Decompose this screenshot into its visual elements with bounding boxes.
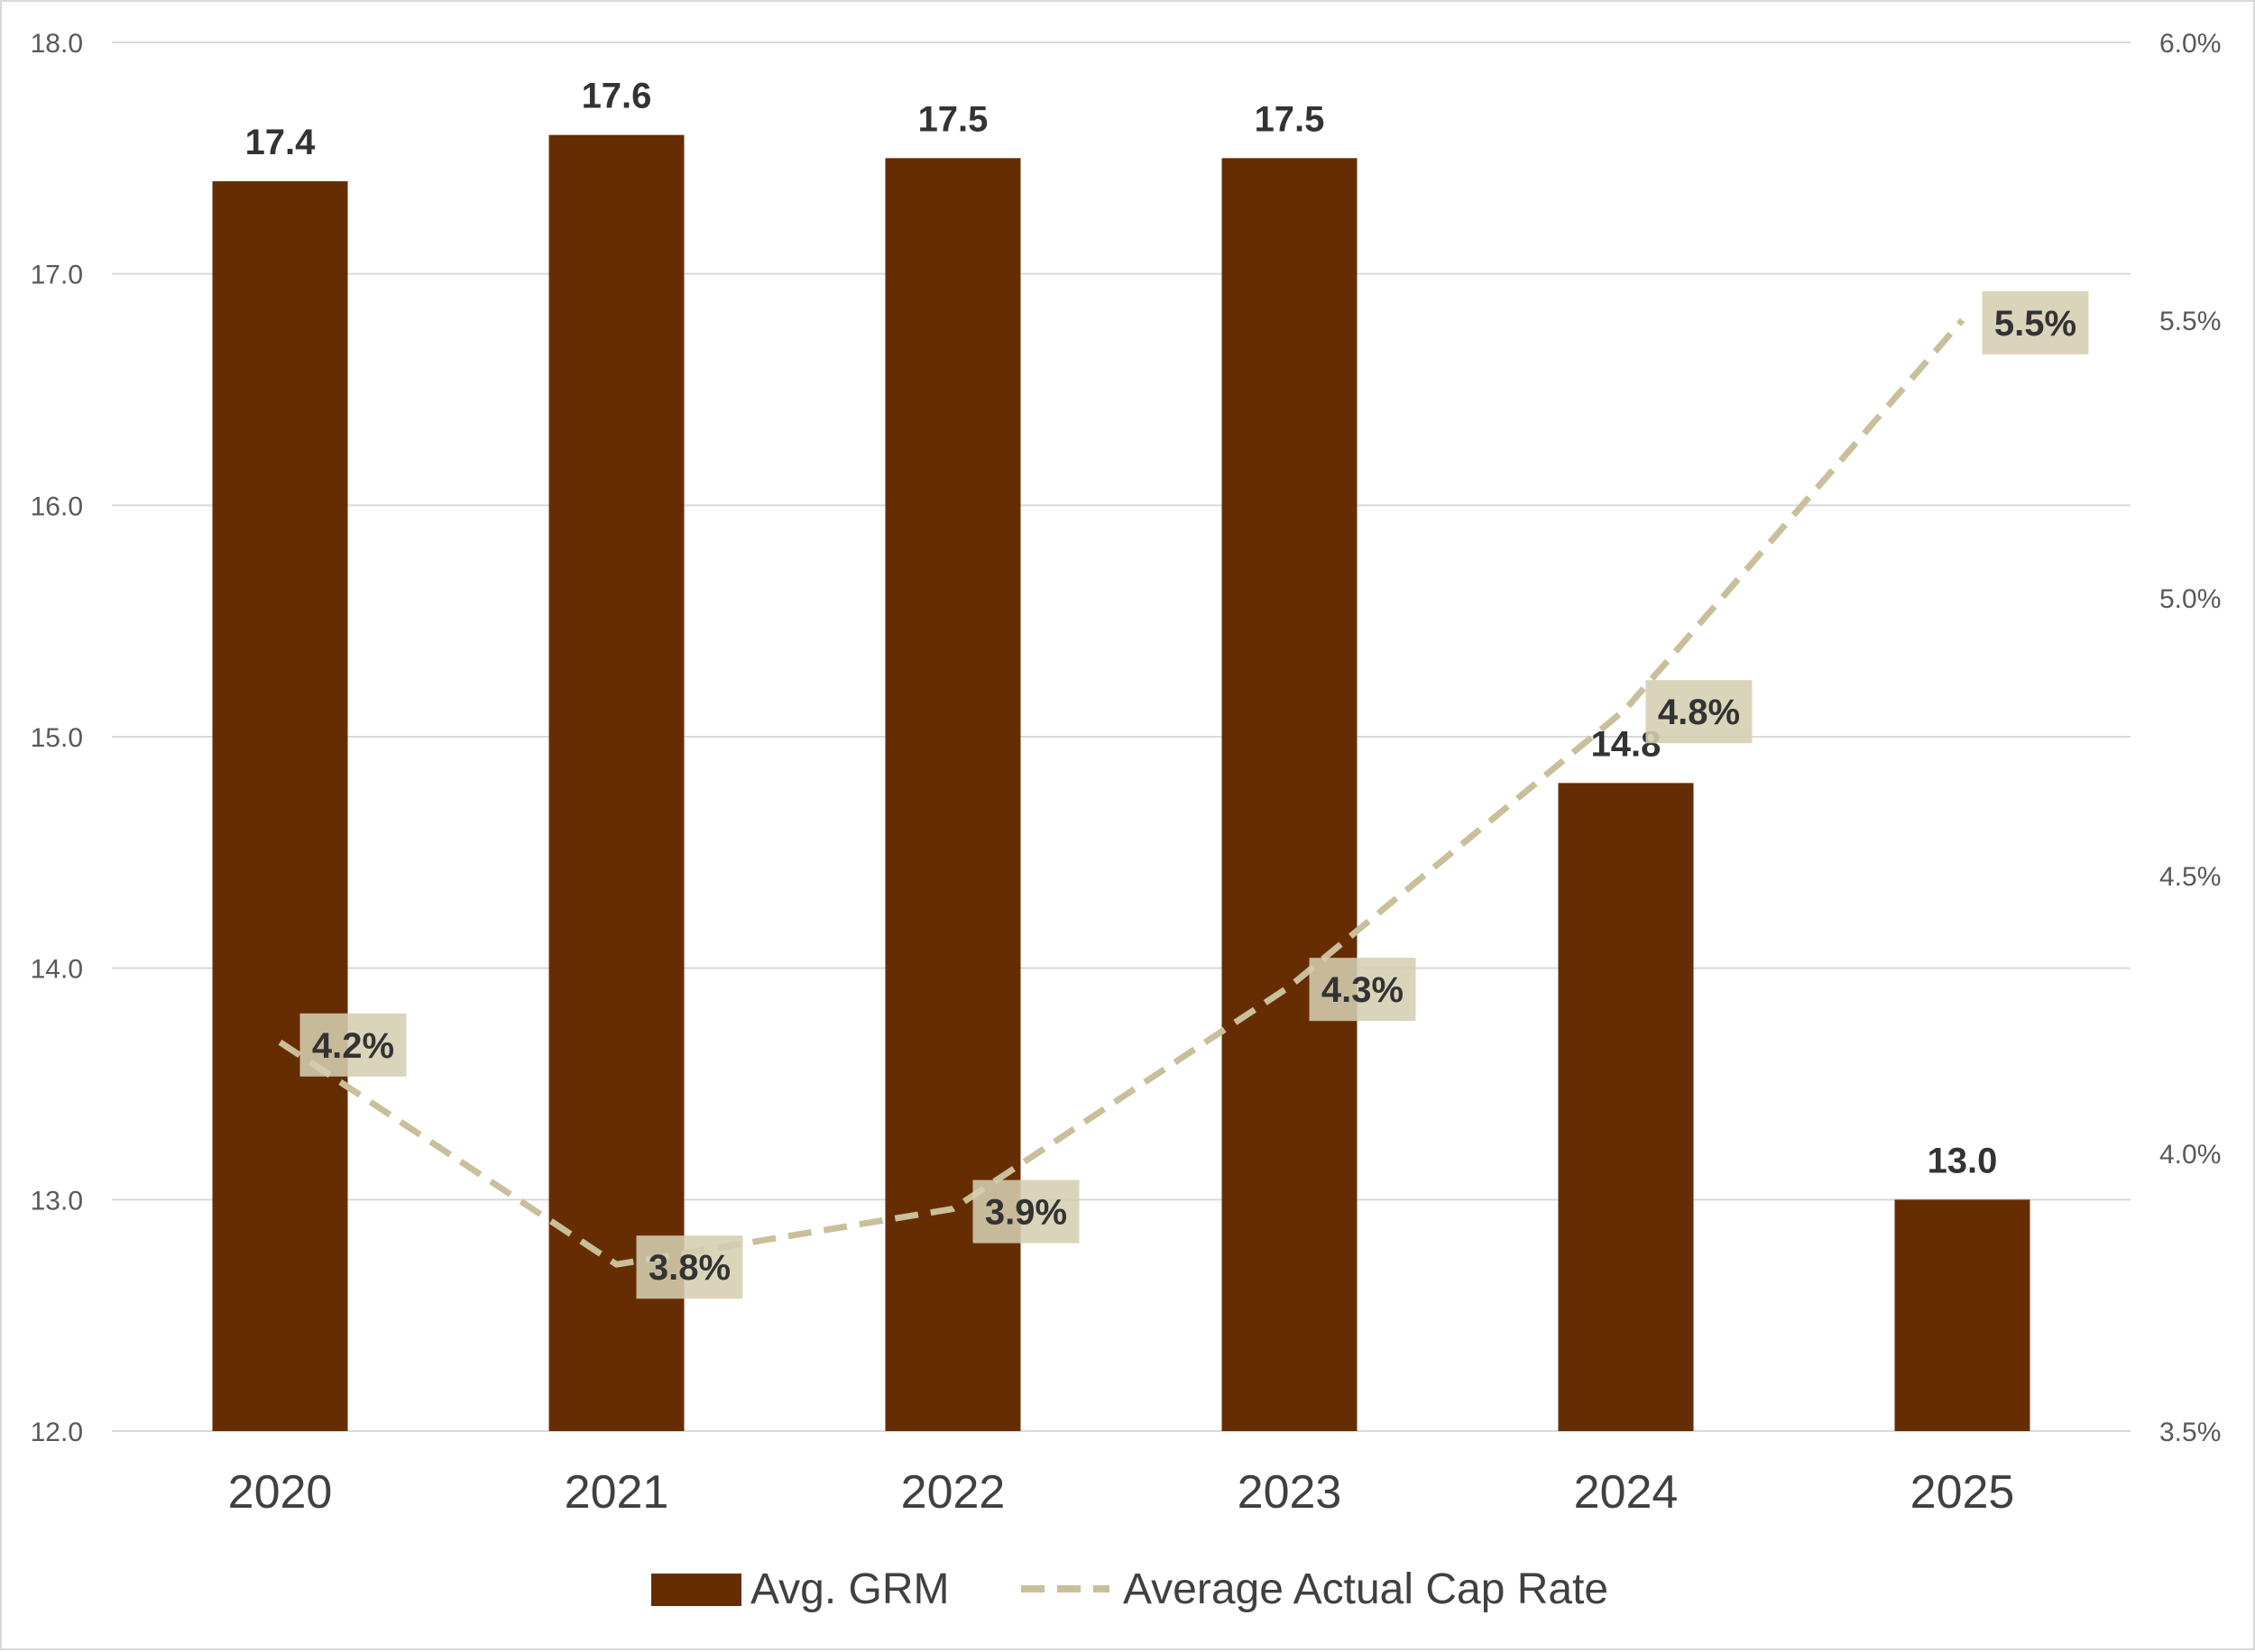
bar-2024 xyxy=(1558,783,1694,1431)
line-label-box xyxy=(1645,680,1753,744)
right-tick-label: 5.5% xyxy=(2159,307,2221,336)
line-series xyxy=(278,317,1965,1268)
right-tick-label: 3.5% xyxy=(2159,1418,2221,1447)
x-tick-label: 2022 xyxy=(901,1466,1006,1519)
left-tick-label: 13.0 xyxy=(31,1186,83,1216)
bar-2021 xyxy=(548,134,685,1432)
left-axis: 12.0 13.0 14.0 15.0 16.0 17.0 18.0 xyxy=(31,29,83,1447)
right-tick-label: 4.0% xyxy=(2159,1140,2221,1170)
x-tick-label: 2025 xyxy=(1910,1466,2015,1519)
line-label-box xyxy=(972,1179,1080,1244)
bar-2023 xyxy=(1221,158,1358,1431)
left-tick-label: 14.0 xyxy=(31,955,83,985)
line-label-box xyxy=(1309,958,1416,1022)
bar-value-label: 17.5 xyxy=(1255,99,1325,139)
left-tick-label: 18.0 xyxy=(31,29,83,59)
line-value-label: 4.2% xyxy=(312,1026,394,1066)
bar-2020 xyxy=(212,181,348,1431)
line-label-box xyxy=(636,1235,743,1299)
x-tick-label: 2023 xyxy=(1238,1466,1342,1519)
bar-data-labels: 17.417.617.5 17.514.813.0 xyxy=(245,77,1998,1181)
bar-value-label: 17.6 xyxy=(582,77,652,116)
bar-value-label: 17.5 xyxy=(918,99,989,139)
legend: Avg. GRM Average Actual Cap Rate xyxy=(651,1565,1608,1613)
x-tick-label: 2020 xyxy=(228,1466,333,1519)
bar-2025 xyxy=(1894,1199,2030,1431)
line-value-label: 3.8% xyxy=(649,1248,731,1288)
line-value-label: 4.8% xyxy=(1658,693,1740,732)
legend-swatch-avg-grm xyxy=(651,1574,741,1606)
legend-label-avg-grm: Avg. GRM xyxy=(750,1565,950,1613)
line-value-label: 5.5% xyxy=(1994,304,2076,344)
line-data-labels: 4.2% 3.8% 3.9% 4.3% 4.8% 5.5% xyxy=(299,291,2089,1299)
left-tick-label: 12.0 xyxy=(31,1418,83,1447)
right-tick-label: 4.5% xyxy=(2159,862,2221,892)
left-tick-label: 17.0 xyxy=(31,261,83,290)
line-label-box xyxy=(299,1013,407,1077)
legend-label-cap-rate: Average Actual Cap Rate xyxy=(1123,1565,1608,1613)
line-value-label: 4.3% xyxy=(1321,970,1404,1010)
right-axis: 3.5% 4.0% 4.5% 5.0% 5.5% 6.0% xyxy=(2159,29,2221,1447)
line-value-label: 3.9% xyxy=(985,1193,1067,1233)
bar-value-label: 13.0 xyxy=(1928,1141,1998,1180)
right-tick-label: 5.0% xyxy=(2159,584,2221,614)
bar-value-label: 17.4 xyxy=(245,123,317,162)
x-tick-label: 2024 xyxy=(1574,1466,1679,1519)
cap-rate-line xyxy=(278,317,1965,1268)
bar-series xyxy=(212,134,2030,1432)
line-label-box xyxy=(1982,291,2089,354)
left-tick-label: 15.0 xyxy=(31,723,83,753)
gridlines xyxy=(112,41,2131,1432)
x-tick-label: 2021 xyxy=(565,1466,669,1519)
left-tick-label: 16.0 xyxy=(31,491,83,521)
x-axis: 2020 2021 2022 2023 2024 2025 xyxy=(228,1466,2015,1519)
right-tick-label: 6.0% xyxy=(2159,29,2221,59)
